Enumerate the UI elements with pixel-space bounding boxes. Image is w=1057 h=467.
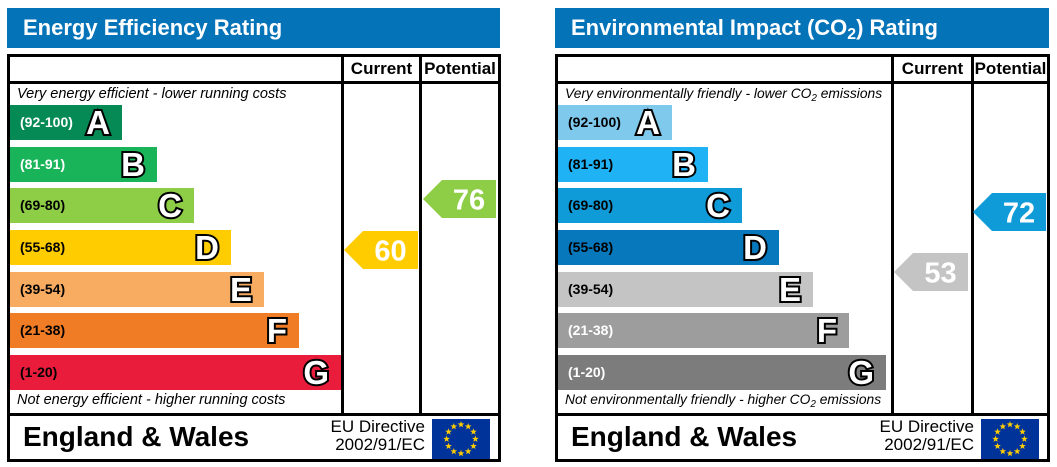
- svg-text:D: D: [743, 230, 767, 266]
- svg-text:76: 76: [453, 185, 485, 217]
- svg-text:G: G: [848, 355, 874, 391]
- svg-text:G: G: [303, 355, 329, 391]
- svg-text:A: A: [86, 105, 110, 141]
- svg-text:C: C: [706, 188, 730, 224]
- svg-text:E: E: [230, 272, 252, 308]
- svg-text:C: C: [158, 188, 182, 224]
- svg-text:D: D: [195, 230, 219, 266]
- svg-text:F: F: [817, 313, 837, 349]
- svg-text:60: 60: [374, 236, 406, 268]
- svg-text:A: A: [636, 105, 660, 141]
- svg-text:E: E: [779, 272, 801, 308]
- svg-text:B: B: [121, 147, 145, 183]
- svg-text:53: 53: [924, 258, 956, 290]
- svg-text:72: 72: [1003, 198, 1035, 230]
- svg-text:F: F: [267, 313, 287, 349]
- svg-text:B: B: [672, 147, 696, 183]
